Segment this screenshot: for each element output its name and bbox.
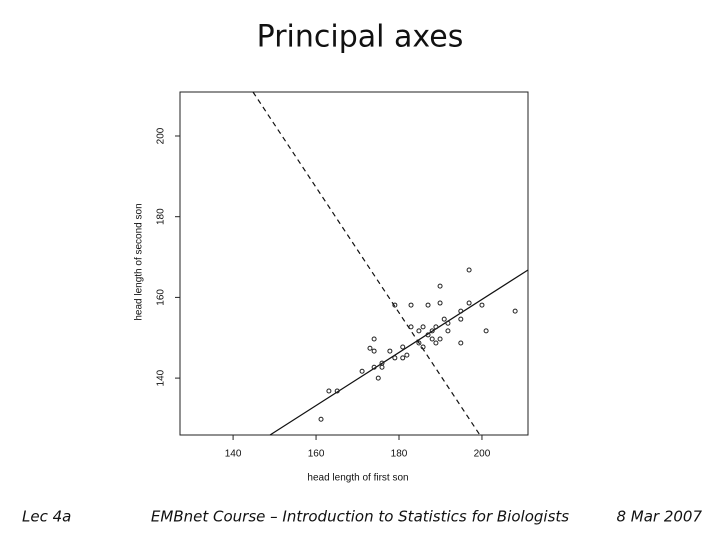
footer-left: Lec 4a	[22, 508, 71, 526]
data-point	[445, 320, 451, 326]
data-point	[318, 416, 324, 422]
y-tick-label: 200	[156, 127, 167, 144]
data-point	[433, 324, 439, 330]
data-point	[466, 267, 472, 273]
data-point	[416, 328, 422, 334]
data-point	[392, 302, 398, 308]
data-point	[400, 344, 406, 350]
data-point	[404, 352, 410, 358]
data-point	[334, 388, 340, 394]
x-tick-label: 160	[308, 449, 325, 460]
x-tick-label: 180	[391, 449, 408, 460]
data-point	[371, 348, 377, 354]
plot-frame	[179, 91, 529, 436]
data-point	[483, 328, 489, 334]
data-point	[326, 388, 332, 394]
data-point	[425, 302, 431, 308]
data-point	[375, 375, 381, 381]
y-tick-label: 160	[156, 289, 167, 306]
data-point	[433, 340, 439, 346]
data-point	[512, 308, 518, 314]
x-tick-label: 140	[225, 449, 242, 460]
data-point	[416, 340, 422, 346]
data-point	[458, 308, 464, 314]
principal-axis	[252, 91, 481, 436]
data-point	[458, 316, 464, 322]
y-tick-label: 140	[156, 369, 167, 386]
data-point	[445, 328, 451, 334]
data-point	[371, 364, 377, 370]
data-point	[425, 332, 431, 338]
x-axis-label: head length of first son	[307, 473, 408, 484]
data-point	[359, 368, 365, 374]
data-point	[437, 283, 443, 289]
data-point	[441, 316, 447, 322]
data-point	[429, 328, 435, 334]
data-point	[420, 324, 426, 330]
y-axis-label: head length of second son	[134, 203, 145, 320]
y-tick-label: 180	[156, 208, 167, 225]
data-point	[379, 364, 385, 370]
data-point	[437, 336, 443, 342]
data-point	[371, 336, 377, 342]
data-point	[479, 302, 485, 308]
data-point	[408, 302, 414, 308]
slide-title: Principal axes	[257, 20, 464, 55]
data-point	[437, 300, 443, 306]
data-point	[387, 348, 393, 354]
data-point	[367, 345, 373, 351]
footer-center: EMBnet Course – Introduction to Statisti…	[151, 508, 569, 526]
data-point	[458, 340, 464, 346]
data-point	[466, 300, 472, 306]
x-tick-label: 200	[474, 449, 491, 460]
principal-axis	[269, 269, 529, 436]
data-point	[420, 344, 426, 350]
footer-right: 8 Mar 2007	[616, 508, 702, 526]
data-point	[400, 355, 406, 361]
data-point	[429, 336, 435, 342]
data-point	[392, 355, 398, 361]
data-point	[408, 324, 414, 330]
